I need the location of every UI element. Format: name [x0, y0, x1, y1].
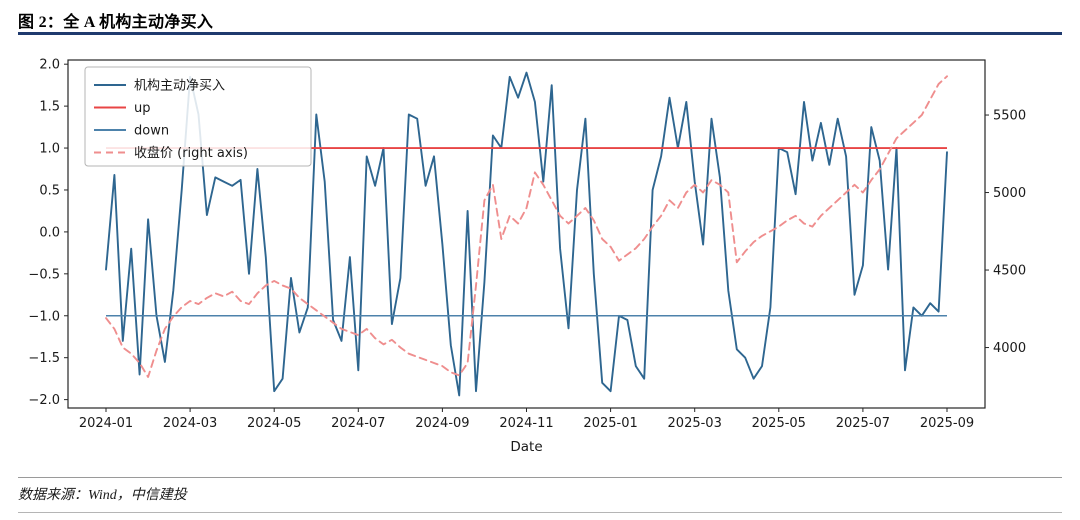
left-axis-tick-label: 0.5: [39, 183, 60, 198]
legend-label-4: 收盘价 (right axis): [134, 145, 248, 161]
right-axis-tick-label: 4000: [993, 341, 1026, 356]
x-axis-tick-label: 2025-03: [668, 416, 722, 431]
x-axis-title: Date: [510, 439, 542, 455]
left-axis-tick-label: −0.5: [28, 267, 60, 282]
left-axis-tick-label: −2.0: [28, 393, 60, 408]
right-axis-tick-label: 5000: [993, 186, 1026, 201]
data-source: 数据来源：Wind，中信建投: [18, 488, 187, 503]
left-axis-tick-label: 1.0: [39, 142, 60, 157]
x-axis-tick-label: 2024-01: [79, 416, 133, 431]
legend-box: [84, 66, 312, 167]
footer-divider: [18, 477, 1062, 478]
x-axis-tick-label: 2024-11: [499, 416, 553, 431]
net-buying-line-chart: −2.0 −1.5 −1.0 −0.5 0.0 0.5 1.0 1.5 2.0 4000 4500 5…: [28, 58, 1026, 455]
left-axis-tick-label: −1.5: [28, 351, 60, 366]
net-buying-series: [105, 71, 948, 397]
left-axis-tick-label: 2.0: [39, 58, 60, 73]
close-price-series: [105, 75, 948, 378]
x-axis-tick-label: 2025-01: [583, 416, 637, 431]
chart-area: −2.0 −1.5 −1.0 −0.5 0.0 0.5 1.0 1.5 2.0 4000 4500 5…: [0, 40, 1080, 480]
title-divider: [18, 32, 1062, 35]
x-axis-tick-label: 2025-05: [752, 416, 806, 431]
left-axis-tick-label: 1.5: [39, 100, 60, 115]
legend-label-2: up: [134, 101, 151, 116]
right-axis-tick-label: 5500: [993, 109, 1026, 124]
left-axis-tick-label: 0.0: [39, 225, 60, 240]
x-axis-tick-label: 2024-09: [415, 416, 469, 431]
x-axis-tick-label: 2024-03: [163, 416, 217, 431]
x-axis-tick-label: 2025-07: [836, 416, 890, 431]
left-axis-tick-label: −1.0: [28, 309, 60, 324]
right-axis-tick-label: 4500: [993, 264, 1026, 279]
x-axis-tick-label: 2025-09: [920, 416, 974, 431]
x-axis-tick-label: 2024-05: [247, 416, 301, 431]
bottom-divider: [18, 512, 1062, 513]
figure-title: 图 2：全 A 机构主动净买入: [18, 14, 214, 31]
x-axis-tick-label: 2024-07: [331, 416, 385, 431]
legend-label-1: 机构主动净买入: [134, 79, 225, 94]
legend-label-3: down: [134, 124, 169, 139]
